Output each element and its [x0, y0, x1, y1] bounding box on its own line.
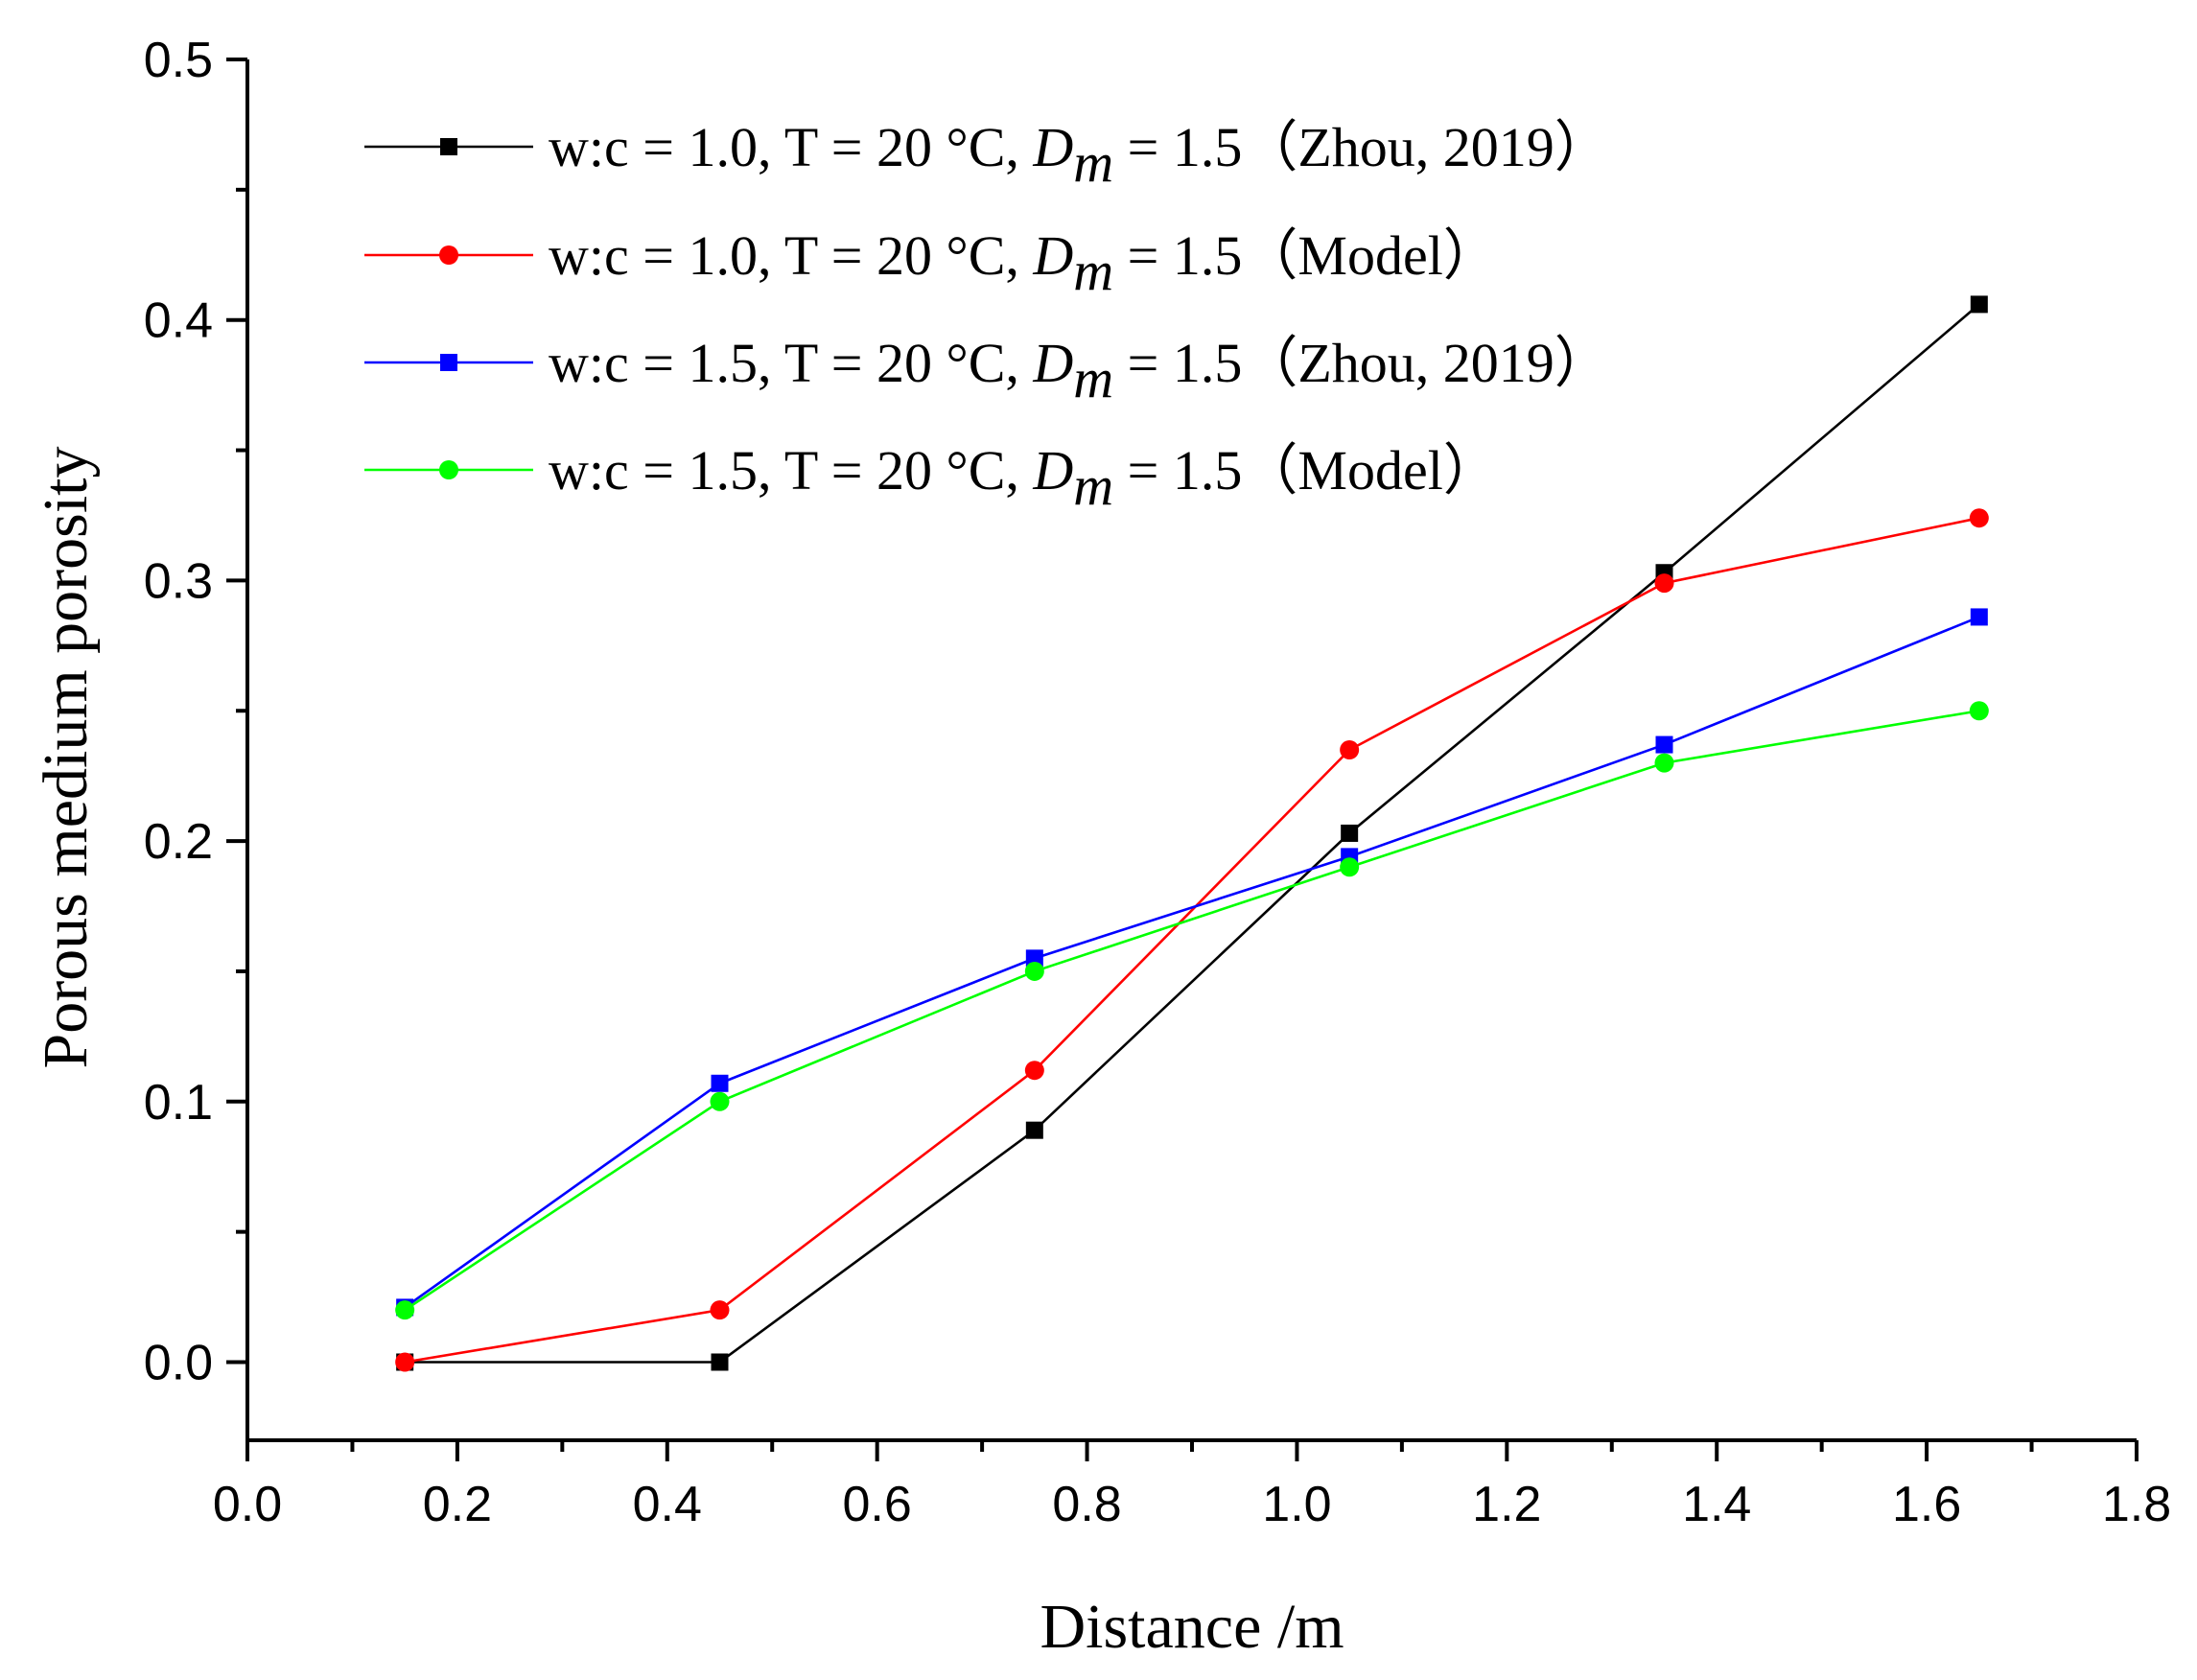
x-tick-label: 1.2 [1472, 1477, 1541, 1532]
data-point [395, 1300, 415, 1320]
x-tick-label: 1.8 [2102, 1477, 2171, 1532]
data-point [1340, 740, 1360, 759]
data-point [395, 1352, 415, 1372]
x-tick-label: 0.0 [213, 1477, 282, 1532]
data-point [1025, 949, 1043, 968]
x-tick-label: 1.6 [1892, 1477, 1961, 1532]
y-tick-label: 0.4 [144, 293, 213, 349]
y-axis-title: Porous medium porosity [31, 446, 101, 1068]
y-tick-label: 0.0 [144, 1335, 213, 1390]
legend-label: w:c = 1.5, T = 20 °C, Dm = 1.5（Model） [549, 439, 1499, 517]
legend-item: w:c = 1.0, T = 20 °C, Dm = 1.5（Model） [364, 224, 1499, 302]
legend-item: w:c = 1.5, T = 20 °C, Dm = 1.5（Model） [364, 439, 1499, 517]
legend-marker [440, 354, 457, 371]
data-point [1340, 857, 1360, 877]
x-tick-label: 1.0 [1262, 1477, 1331, 1532]
data-point [1024, 961, 1044, 981]
data-point [1654, 573, 1674, 594]
series-line [404, 709, 1980, 1312]
x-tick-label: 0.2 [423, 1477, 492, 1532]
legend: w:c = 1.0, T = 20 °C, Dm = 1.5（Zhou, 201… [364, 116, 1610, 517]
data-point [710, 1091, 730, 1111]
legend-label: w:c = 1.0, T = 20 °C, Dm = 1.5（Model） [549, 224, 1499, 302]
legend-item: w:c = 1.0, T = 20 °C, Dm = 1.5（Zhou, 201… [364, 116, 1610, 194]
series-line [404, 616, 1980, 1309]
data-point [710, 1300, 730, 1320]
data-point [1654, 753, 1674, 773]
x-tick-label: 0.8 [1052, 1477, 1121, 1532]
y-tick-label: 0.1 [144, 1075, 213, 1131]
legend-label: w:c = 1.0, T = 20 °C, Dm = 1.5（Zhou, 201… [549, 116, 1610, 194]
data-point [1655, 735, 1673, 754]
y-tick-label: 0.2 [144, 814, 213, 870]
data-point [1969, 701, 1989, 721]
series-group [395, 295, 1989, 1372]
data-point [1970, 295, 1988, 314]
series-3 [396, 608, 1988, 1317]
data-point [1970, 608, 1988, 626]
legend-label: w:c = 1.5, T = 20 °C, Dm = 1.5（Zhou, 201… [549, 332, 1610, 409]
x-axis-title: Distance /m [1040, 1592, 1344, 1662]
data-point [1341, 824, 1359, 842]
series-4 [395, 701, 1989, 1320]
legend-marker [439, 460, 458, 479]
series-line [404, 516, 1980, 1364]
y-tick-label: 0.5 [144, 33, 213, 88]
legend-item: w:c = 1.5, T = 20 °C, Dm = 1.5（Zhou, 201… [364, 332, 1610, 409]
legend-marker [439, 245, 458, 265]
data-point [711, 1353, 729, 1371]
series-line [405, 303, 1980, 1364]
legend-marker [440, 138, 457, 155]
x-tick-label: 0.6 [843, 1477, 912, 1532]
x-tick-label: 0.4 [633, 1477, 702, 1532]
y-tick-label: 0.3 [144, 553, 213, 609]
x-tick-label: 1.4 [1682, 1477, 1751, 1532]
data-point [1025, 1121, 1043, 1139]
data-point [1024, 1061, 1044, 1081]
data-point [711, 1074, 729, 1092]
data-point [1969, 508, 1989, 528]
series-2 [395, 508, 1989, 1372]
axes: 0.0 0.2 0.4 0.6 0.8 1.0 1.2 1.4 1.6 1.8 0.0 0.1 0.2 0… [144, 33, 2171, 1532]
